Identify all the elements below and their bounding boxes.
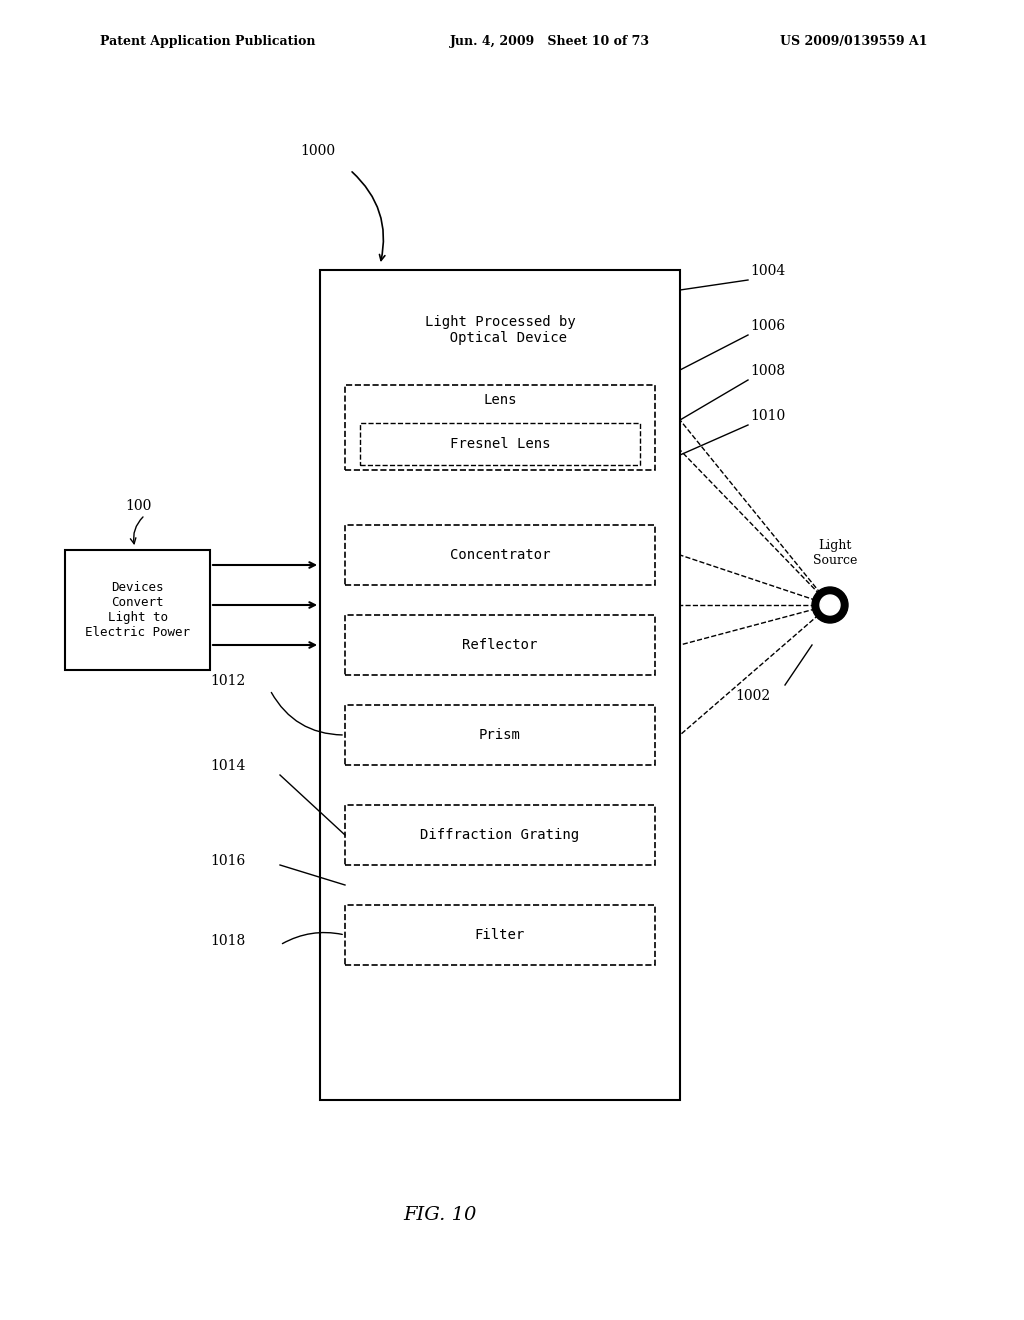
Text: 1000: 1000 — [300, 144, 335, 158]
Text: Concentrator: Concentrator — [450, 548, 550, 562]
Text: Light Processed by
  Optical Device: Light Processed by Optical Device — [425, 315, 575, 345]
Text: Fresnel Lens: Fresnel Lens — [450, 437, 550, 451]
Text: 1010: 1010 — [750, 409, 785, 422]
FancyBboxPatch shape — [345, 615, 655, 675]
Circle shape — [820, 595, 840, 615]
Text: Jun. 4, 2009   Sheet 10 of 73: Jun. 4, 2009 Sheet 10 of 73 — [450, 36, 650, 48]
FancyBboxPatch shape — [345, 705, 655, 766]
Text: 1002: 1002 — [735, 689, 770, 704]
Text: Reflector: Reflector — [462, 638, 538, 652]
FancyBboxPatch shape — [345, 525, 655, 585]
Text: 100: 100 — [125, 499, 152, 513]
Text: Devices
Convert
Light to
Electric Power: Devices Convert Light to Electric Power — [85, 581, 190, 639]
Text: US 2009/0139559 A1: US 2009/0139559 A1 — [780, 36, 928, 48]
Text: Light
Source: Light Source — [813, 539, 857, 568]
Text: 1004: 1004 — [750, 264, 785, 279]
Text: 1014: 1014 — [210, 759, 246, 774]
Text: 1008: 1008 — [750, 364, 785, 378]
FancyBboxPatch shape — [345, 385, 655, 470]
Text: FIG. 10: FIG. 10 — [403, 1206, 477, 1224]
Text: 1006: 1006 — [750, 319, 785, 333]
FancyBboxPatch shape — [345, 906, 655, 965]
Text: Diffraction Grating: Diffraction Grating — [421, 828, 580, 842]
FancyBboxPatch shape — [345, 805, 655, 865]
Text: 1016: 1016 — [210, 854, 246, 869]
FancyBboxPatch shape — [319, 271, 680, 1100]
Text: Patent Application Publication: Patent Application Publication — [100, 36, 315, 48]
Text: Lens: Lens — [483, 393, 517, 407]
FancyBboxPatch shape — [360, 422, 640, 465]
Text: Filter: Filter — [475, 928, 525, 942]
Text: Prism: Prism — [479, 729, 521, 742]
FancyBboxPatch shape — [65, 550, 210, 671]
Text: 1018: 1018 — [210, 935, 246, 948]
Text: 1012: 1012 — [210, 675, 246, 688]
Circle shape — [812, 587, 848, 623]
